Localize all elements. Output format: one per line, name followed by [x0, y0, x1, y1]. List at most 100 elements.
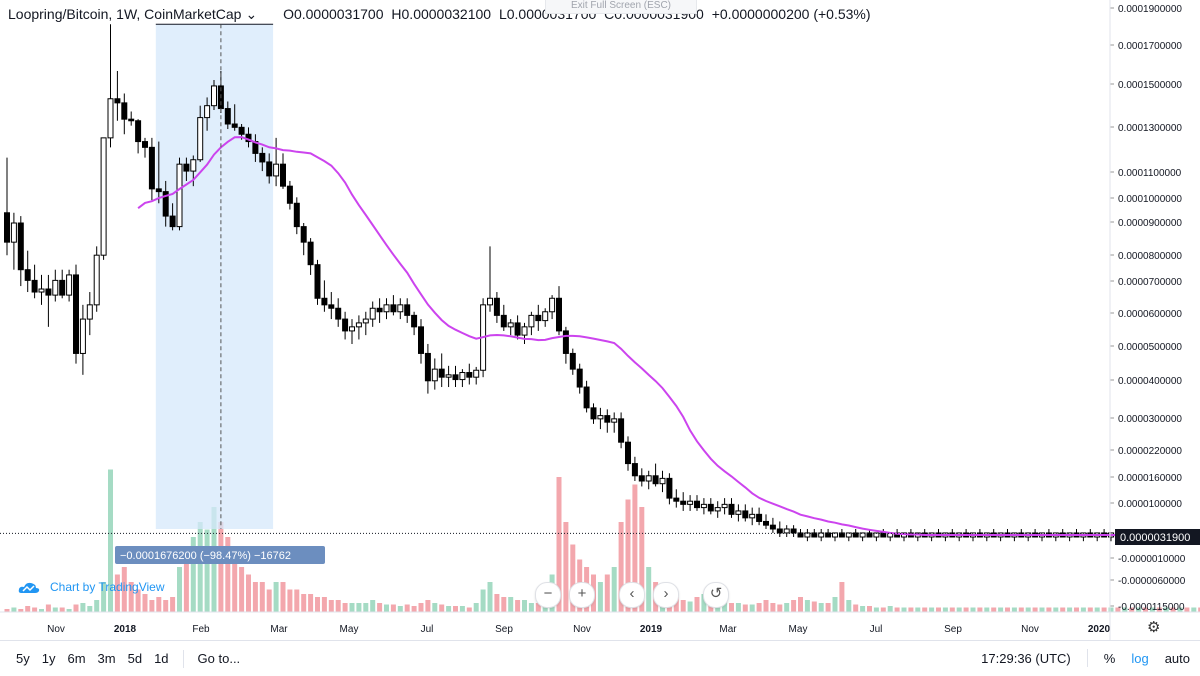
volume-bar [1046, 608, 1051, 613]
price-tick-label: 0.0000900000 [1118, 218, 1182, 229]
volume-bar [888, 606, 893, 612]
candle [460, 373, 465, 380]
price-tick-label: 0.0000160000 [1118, 473, 1182, 484]
volume-bar [1088, 608, 1093, 613]
candle [205, 106, 210, 118]
candle [412, 315, 417, 326]
ohlc-change: +0.0000000200 (+0.53%) [712, 6, 871, 22]
zoom-in-button[interactable]: + [569, 582, 595, 608]
volume-bar [895, 608, 900, 613]
volume-bar [94, 600, 99, 612]
candle [370, 308, 375, 319]
volume-bar [391, 605, 396, 613]
measure-label-text: −0.0001676200 (−98.47%) −16762 [120, 550, 291, 562]
price-tick-label: 0.0001300000 [1118, 123, 1182, 134]
candle [474, 370, 479, 377]
candle [770, 525, 775, 529]
candle [494, 298, 499, 315]
candle [736, 511, 741, 514]
branding-text[interactable]: Chart by TradingView [50, 580, 165, 594]
candle [391, 305, 396, 312]
candle [660, 478, 665, 483]
chevron-down-icon[interactable]: ⌄ [245, 6, 257, 22]
candle [5, 213, 10, 242]
volume-bar [53, 608, 58, 613]
candle [543, 312, 548, 321]
candle [432, 369, 437, 381]
exit-fullscreen-button[interactable]: Exit Full Screen (ESC) [545, 0, 697, 14]
ohlc-open: O0.0000031700 [283, 6, 383, 22]
time-tick-label: Nov [47, 624, 65, 635]
volume-bar [460, 606, 465, 612]
time-tick-label: 2019 [640, 624, 663, 635]
range-1y[interactable]: 1y [42, 651, 56, 666]
scroll-right-button[interactable]: › [653, 582, 679, 608]
log-toggle[interactable]: log [1131, 651, 1148, 666]
percent-toggle[interactable]: % [1104, 651, 1116, 666]
candle [605, 416, 610, 423]
gear-icon[interactable]: ⚙ [1147, 618, 1160, 636]
goto-button[interactable]: Go to... [198, 651, 241, 666]
candle [729, 504, 734, 514]
candle [46, 289, 51, 295]
candle [32, 280, 37, 292]
candle [67, 275, 72, 295]
range-1d[interactable]: 1d [154, 651, 168, 666]
volume-bar [1109, 608, 1114, 613]
auto-toggle[interactable]: auto [1165, 651, 1190, 666]
volume-bar [432, 603, 437, 612]
zoom-out-button[interactable]: − [535, 582, 561, 608]
volume-bar [991, 608, 996, 613]
volume-bar [308, 594, 313, 612]
range-5d[interactable]: 5d [128, 651, 142, 666]
candle [129, 119, 134, 121]
candle [115, 99, 120, 103]
candle [143, 142, 148, 148]
candle [377, 308, 382, 312]
volume-bar [419, 603, 424, 612]
range-5y[interactable]: 5y [16, 651, 30, 666]
range-3m[interactable]: 3m [98, 651, 116, 666]
price-tick-label: 0.0001000000 [1118, 194, 1182, 205]
candle [212, 86, 217, 106]
volume-bar [1019, 608, 1024, 613]
symbol-title[interactable]: Loopring/Bitcoin, 1W, CoinMarketCap [8, 6, 241, 22]
volume-bar [867, 606, 872, 612]
volume-bar [253, 582, 258, 612]
price-axis[interactable]: 0.00019000000.00017000000.00015000000.00… [1110, 4, 1186, 613]
candle [501, 315, 506, 326]
volume-bar [412, 606, 417, 612]
candle [308, 242, 313, 265]
candle [18, 223, 23, 270]
volume-bar [439, 605, 444, 613]
price-chart[interactable]: 0.00019000000.00017000000.00015000000.00… [0, 0, 1200, 640]
candle [239, 127, 244, 134]
scroll-left-button[interactable]: ‹ [619, 582, 645, 608]
measure-label: −0.0001676200 (−98.47%) −16762 [115, 546, 325, 564]
candle [688, 501, 693, 504]
candle [632, 464, 637, 476]
candle [591, 408, 596, 419]
volume-bar [943, 608, 948, 613]
reset-chart-button[interactable]: ↺ [703, 582, 729, 608]
volume-bar [1012, 608, 1017, 613]
current-price-label: 0.0000031900 [1115, 529, 1200, 545]
volume-bar [405, 605, 410, 613]
price-tick-label: 0.0001700000 [1118, 41, 1182, 52]
volume-bar [819, 603, 824, 612]
candle [722, 504, 727, 507]
time-tick-label: Jul [421, 624, 434, 635]
volume-bar [839, 582, 844, 612]
volume-bar [350, 603, 355, 612]
candle [598, 416, 603, 419]
branding[interactable]: Chart by TradingView [18, 580, 165, 594]
candle [577, 369, 582, 387]
range-6m[interactable]: 6m [67, 651, 85, 666]
price-tick-label: -0.0000115000 [1118, 602, 1185, 613]
candle [108, 99, 113, 138]
volume-bar [336, 600, 341, 612]
candle [777, 529, 782, 533]
volume-bar [860, 606, 865, 612]
price-tick-label: 0.0000500000 [1118, 342, 1182, 353]
